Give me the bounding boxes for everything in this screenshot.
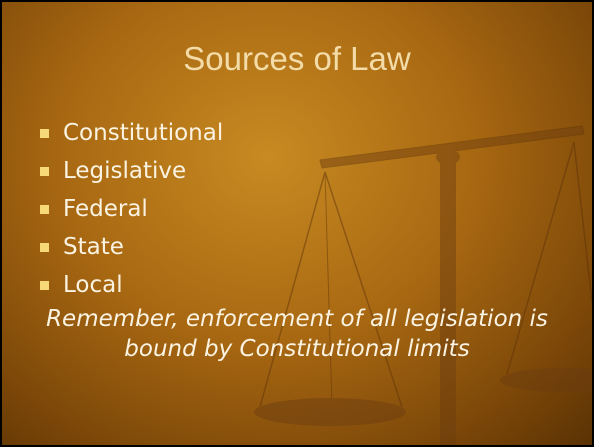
note-line: Remember, enforcement of all legislation… [2,306,592,332]
note-line: bound by Constitutional limits [2,336,592,362]
bullet-marker [40,243,49,252]
bullet-marker [40,167,49,176]
page: Sources of Law Constitutional Legislative… [0,0,594,447]
bullet-list: Constitutional Legislative Federal State Loc… [40,114,223,304]
bullet-item: Constitutional [40,114,223,152]
bullet-text: State [63,234,124,260]
bullet-text: Constitutional [63,120,223,146]
bullet-item: Legislative [40,152,223,190]
bullet-text: Local [63,272,123,298]
bullet-item: State [40,228,223,266]
bullet-item: Local [40,266,223,304]
bullet-text: Legislative [63,158,186,184]
slide: Sources of Law Constitutional Legislative… [0,0,594,447]
slide-title: Sources of Law [2,40,592,78]
bullet-marker [40,129,49,138]
bullet-item: Federal [40,190,223,228]
bullet-marker [40,281,49,290]
bullet-marker [40,205,49,214]
bullet-text: Federal [63,196,148,222]
